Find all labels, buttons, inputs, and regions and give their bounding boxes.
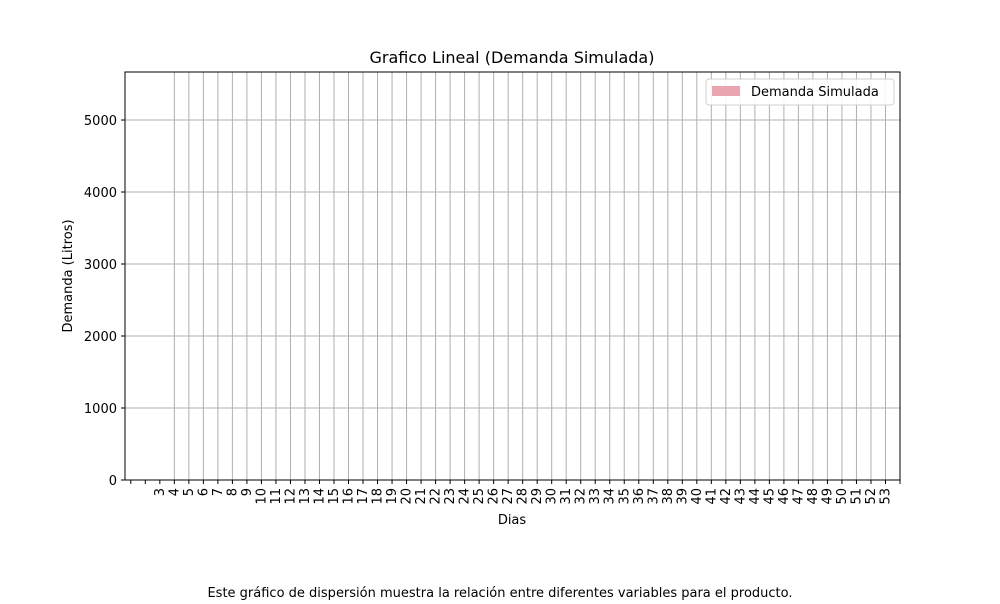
x-tick-label: 13 <box>298 488 313 505</box>
x-tick-label: 6 <box>196 488 211 496</box>
x-tick-label: 42 <box>719 488 734 505</box>
x-tick-label: 25 <box>472 488 487 505</box>
x-tick-label: 7 <box>211 488 226 496</box>
x-tick-label: 24 <box>458 488 473 505</box>
x-tick-label: 43 <box>733 488 748 505</box>
x-tick-label: 30 <box>545 488 560 505</box>
x-tick-label: 36 <box>632 488 647 505</box>
x-tick-label: 16 <box>342 488 357 505</box>
x-tick-label: 38 <box>661 488 676 505</box>
legend-swatch <box>712 86 740 96</box>
y-tick-label: 3000 <box>84 258 117 273</box>
legend-label: Demanda Simulada <box>751 85 879 100</box>
x-tick-label: 44 <box>748 488 763 505</box>
x-tick-label: 10 <box>254 488 269 505</box>
x-tick-label: 51 <box>849 488 864 505</box>
x-tick-label: 47 <box>791 488 806 505</box>
x-tick-label: 40 <box>690 488 705 505</box>
x-tick-label: 52 <box>864 488 879 505</box>
x-tick-label: 33 <box>588 488 603 505</box>
x-tick-label: 48 <box>806 488 821 505</box>
x-tick-label: 23 <box>443 488 458 505</box>
x-tick-label: 19 <box>385 488 400 505</box>
x-tick-label: 18 <box>371 488 386 505</box>
x-tick-label: 50 <box>835 488 850 505</box>
x-tick-label: 11 <box>269 488 284 505</box>
x-tick-label: 29 <box>530 488 545 505</box>
x-tick-label: 17 <box>356 488 371 505</box>
x-tick-label: 39 <box>675 488 690 505</box>
x-tick-label: 9 <box>240 488 255 496</box>
x-tick-label: 20 <box>400 488 415 505</box>
y-tick-label: 4000 <box>84 186 117 201</box>
x-tick-label: 32 <box>574 488 589 505</box>
x-axis-label: Dias <box>498 513 527 528</box>
x-tick-label: 26 <box>487 488 502 505</box>
x-tick-label: 45 <box>762 488 777 505</box>
x-tick-label: 31 <box>559 488 574 505</box>
x-tick-label: 27 <box>501 488 516 505</box>
y-tick-label: 1000 <box>84 402 117 417</box>
plot-frame <box>124 71 901 481</box>
x-tick-label: 35 <box>617 488 632 505</box>
x-tick-label: 4 <box>167 488 182 496</box>
x-tick-label: 53 <box>878 488 893 505</box>
chart-title: Grafico Lineal (Demanda Simulada) <box>370 48 655 67</box>
x-tick-label: 8 <box>225 488 240 496</box>
x-tick-label: 21 <box>414 488 429 505</box>
y-tick-label: 2000 <box>84 330 117 345</box>
x-tick-label: 46 <box>777 488 792 505</box>
caption: Este gráfico de dispersión muestra la re… <box>207 586 792 600</box>
x-tick-label: 15 <box>327 488 342 505</box>
x-tick-label: 5 <box>182 488 197 496</box>
y-tick-label: 5000 <box>84 114 117 129</box>
x-tick-label: 3 <box>153 488 168 496</box>
x-tick-label: 28 <box>516 488 531 505</box>
x-tick-label: 37 <box>646 488 661 505</box>
x-tick-label: 49 <box>820 488 835 505</box>
x-tick-label: 22 <box>429 488 444 505</box>
x-tick-label: 34 <box>603 488 618 505</box>
x-tick-label: 12 <box>283 488 298 505</box>
x-tick-label: 41 <box>704 488 719 505</box>
y-tick-label: 0 <box>109 474 117 489</box>
x-tick-label: 14 <box>312 488 327 505</box>
legend-box <box>705 78 895 106</box>
y-axis-label: Demanda (Litros) <box>61 219 76 332</box>
